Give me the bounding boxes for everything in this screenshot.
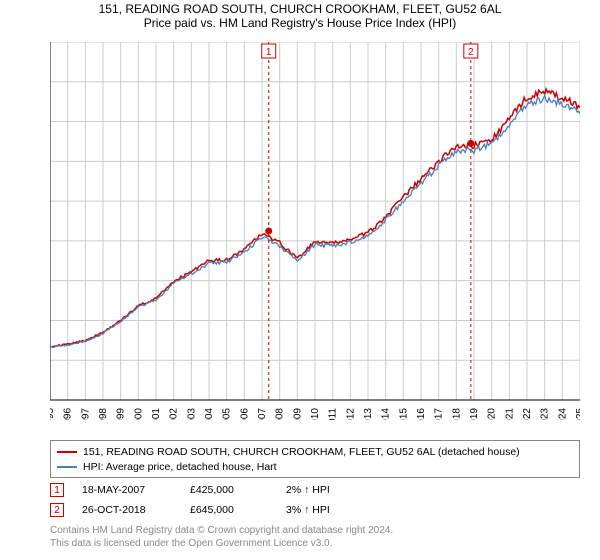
svg-text:2016: 2016 [416, 408, 427, 420]
svg-text:2022: 2022 [522, 408, 533, 420]
svg-text:2013: 2013 [363, 408, 374, 420]
svg-text:2018: 2018 [451, 408, 462, 420]
svg-text:2008: 2008 [275, 408, 286, 420]
event-badge-number: 2 [54, 505, 60, 516]
event-hpi-diff: 2% ↑ HPI [286, 484, 330, 496]
svg-text:2003: 2003 [186, 408, 197, 420]
svg-text:2025: 2025 [575, 408, 580, 420]
legend-item: 151, READING ROAD SOUTH, CHURCH CROOKHAM… [57, 444, 573, 459]
legend-box: 151, READING ROAD SOUTH, CHURCH CROOKHAM… [50, 440, 580, 478]
legend-swatch [57, 451, 77, 453]
event-date: 18-MAY-2007 [82, 484, 172, 496]
legend-item: HPI: Average price, detached house, Hart [57, 459, 573, 474]
svg-text:2017: 2017 [434, 408, 445, 420]
event-badge: 2 [50, 503, 64, 517]
svg-text:2021: 2021 [504, 408, 515, 420]
event-row: 1 18-MAY-2007 £425,000 2% ↑ HPI [50, 480, 580, 500]
event-price: £425,000 [190, 484, 268, 496]
svg-text:1996: 1996 [63, 408, 74, 420]
svg-text:2010: 2010 [310, 408, 321, 420]
events-table: 1 18-MAY-2007 £425,000 2% ↑ HPI 2 26-OCT… [50, 480, 580, 520]
event-hpi-diff: 3% ↑ HPI [286, 504, 330, 516]
event-row: 2 26-OCT-2018 £645,000 3% ↑ HPI [50, 500, 580, 520]
svg-text:2015: 2015 [398, 408, 409, 420]
svg-text:2: 2 [468, 47, 474, 58]
footer-line1: Contains HM Land Registry data © Crown c… [50, 524, 393, 537]
legend-swatch [57, 466, 77, 468]
svg-text:2020: 2020 [487, 408, 498, 420]
event-badge: 1 [50, 483, 64, 497]
svg-text:2012: 2012 [345, 408, 356, 420]
line-chart-svg: £0£100K£200K£300K£400K£500K£600K£700K£80… [50, 42, 580, 420]
svg-text:2024: 2024 [557, 408, 568, 420]
svg-text:1995: 1995 [50, 408, 56, 420]
svg-text:2009: 2009 [292, 408, 303, 420]
svg-text:2007: 2007 [257, 408, 268, 420]
svg-text:2006: 2006 [239, 408, 250, 420]
svg-text:2019: 2019 [469, 408, 480, 420]
svg-text:2002: 2002 [169, 408, 180, 420]
svg-text:1997: 1997 [80, 408, 91, 420]
chart-title-line1: 151, READING ROAD SOUTH, CHURCH CROOKHAM… [0, 2, 600, 16]
svg-text:2001: 2001 [151, 408, 162, 420]
svg-text:1999: 1999 [116, 408, 127, 420]
legend-label: 151, READING ROAD SOUTH, CHURCH CROOKHAM… [83, 446, 520, 458]
chart-title-block: 151, READING ROAD SOUTH, CHURCH CROOKHAM… [0, 0, 600, 30]
svg-text:2004: 2004 [204, 408, 215, 420]
event-badge-number: 1 [54, 485, 60, 496]
chart-area: £0£100K£200K£300K£400K£500K£600K£700K£80… [50, 42, 580, 420]
svg-text:2000: 2000 [133, 408, 144, 420]
event-date: 26-OCT-2018 [82, 504, 172, 516]
svg-text:2014: 2014 [381, 408, 392, 420]
svg-text:2005: 2005 [222, 408, 233, 420]
footer-attribution: Contains HM Land Registry data © Crown c… [50, 524, 393, 550]
svg-text:1: 1 [266, 47, 272, 58]
svg-text:2011: 2011 [328, 408, 339, 420]
chart-title-line2: Price paid vs. HM Land Registry's House … [0, 16, 600, 30]
svg-text:2023: 2023 [540, 408, 551, 420]
event-price: £645,000 [190, 504, 268, 516]
footer-line2: This data is licensed under the Open Gov… [50, 537, 393, 550]
svg-text:1998: 1998 [98, 408, 109, 420]
legend-label: HPI: Average price, detached house, Hart [83, 461, 277, 473]
